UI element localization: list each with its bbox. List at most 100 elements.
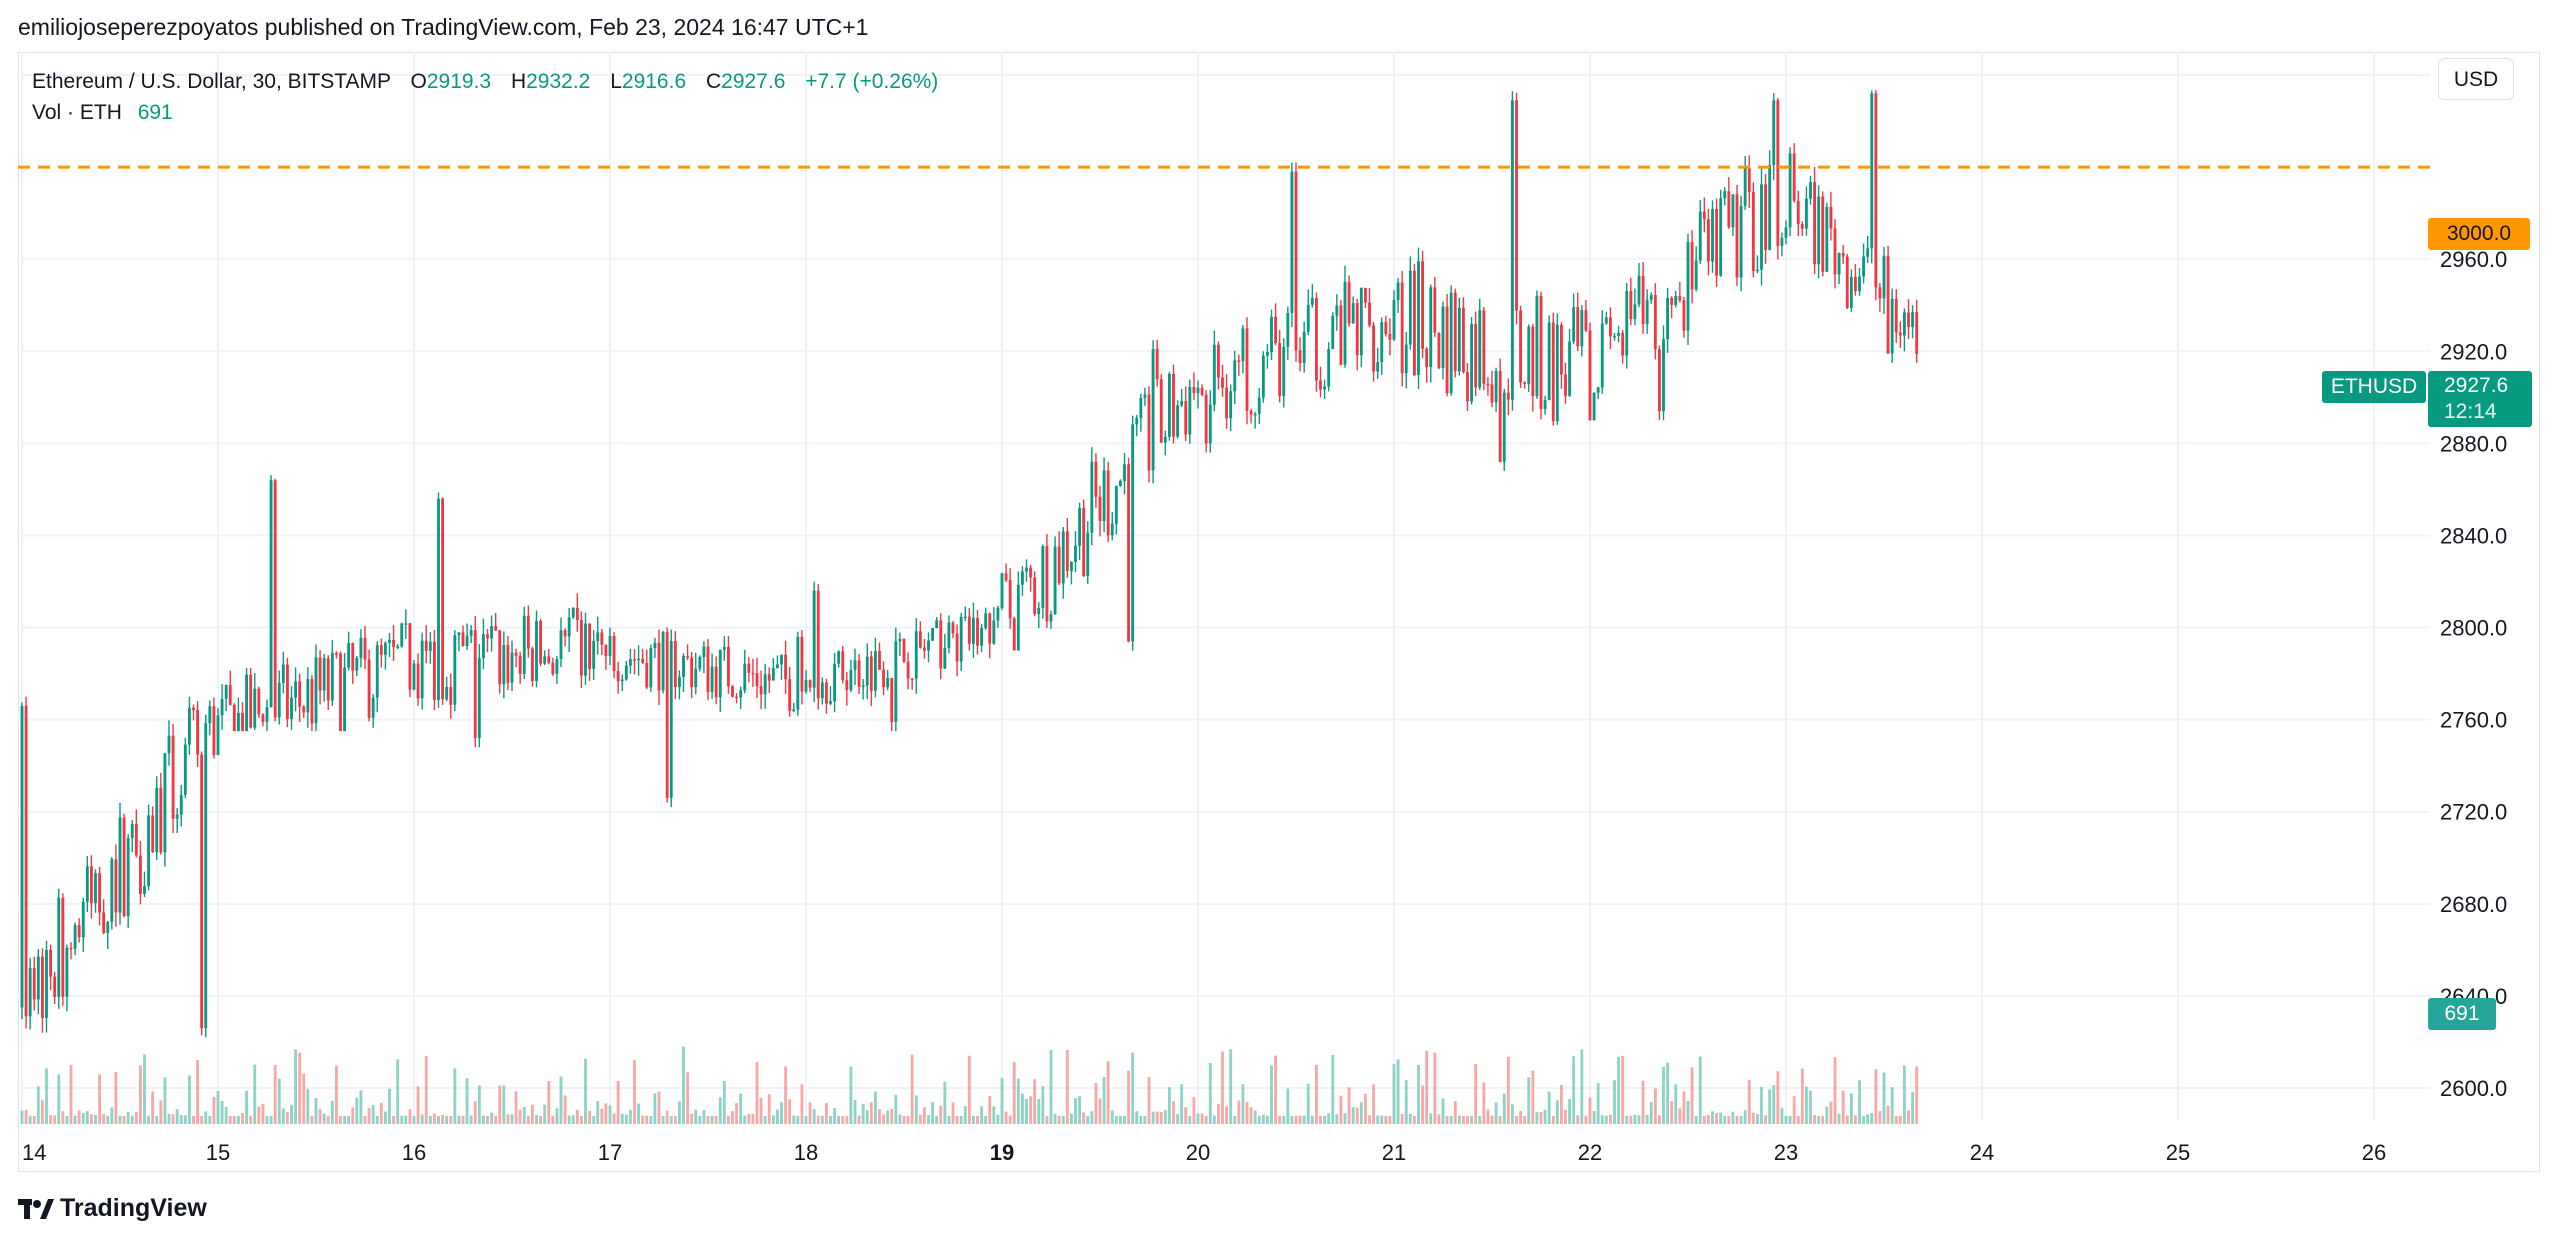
candle-body — [1286, 312, 1290, 347]
volume-bar — [1200, 1113, 1204, 1124]
volume-bar — [682, 1046, 685, 1124]
candle-body — [1559, 324, 1563, 375]
candle-body — [1780, 237, 1784, 246]
currency-button[interactable]: USD — [2438, 58, 2514, 100]
volume-bar — [1041, 1085, 1045, 1124]
candle-body — [1633, 304, 1637, 320]
candle-body — [939, 620, 943, 669]
x-tick-label: 22 — [1578, 1140, 1602, 1165]
volume-bar — [1347, 1087, 1351, 1124]
candle-body — [571, 607, 575, 618]
volume-bar — [1425, 1050, 1429, 1124]
volume-bar — [1866, 1114, 1870, 1124]
volume-bar — [1457, 1115, 1461, 1124]
candle-body — [1535, 295, 1539, 397]
volume-bar — [57, 1074, 61, 1124]
candle-body — [1747, 167, 1751, 193]
candle-body — [1069, 561, 1073, 572]
candle-body — [1739, 205, 1743, 278]
candle-body — [408, 623, 412, 690]
volume-bar — [1755, 1114, 1759, 1124]
high-value: 2932.2 — [526, 70, 591, 93]
volume-bar — [771, 1115, 775, 1124]
volume-bar — [249, 1115, 253, 1124]
volume-bar — [269, 1116, 273, 1124]
volume-bar — [1747, 1079, 1751, 1124]
volume-bar — [1274, 1055, 1278, 1124]
candle-body — [1429, 287, 1433, 367]
candle-body — [1776, 100, 1780, 246]
volume-bar — [592, 1115, 596, 1124]
volume-bar — [445, 1115, 449, 1124]
volume-bar — [1380, 1115, 1384, 1124]
candle-body — [1461, 307, 1465, 373]
candle-body — [1253, 413, 1257, 416]
volume-bar — [596, 1101, 600, 1124]
symbol-label[interactable]: Ethereum / U.S. Dollar, 30, BITSTAMP — [32, 70, 391, 93]
candle-body — [1074, 545, 1077, 562]
volume-bar — [147, 1115, 151, 1124]
alert-price-badge[interactable]: 3000.0 — [2428, 218, 2530, 250]
volume-bar — [833, 1108, 837, 1124]
candle-body — [36, 956, 40, 1000]
volume-bar — [886, 1110, 890, 1124]
x-tick-label: 17 — [598, 1140, 622, 1165]
candle-body — [1437, 332, 1441, 369]
candle-body — [306, 679, 310, 713]
candle-body — [163, 753, 167, 853]
volume-bar — [1453, 1101, 1457, 1124]
candle-body — [371, 697, 375, 718]
candle-body — [1833, 228, 1837, 275]
volume-bar — [518, 1109, 522, 1124]
candle-body — [294, 681, 298, 698]
volume-bar — [1331, 1055, 1335, 1124]
candle-body — [1727, 191, 1731, 228]
volume-bar — [1204, 1115, 1208, 1124]
candle-body — [1098, 496, 1102, 522]
y-tick-label: 2960.0 — [2440, 247, 2507, 272]
candle-body — [1641, 275, 1645, 324]
tradingview-logo-icon — [18, 1198, 54, 1219]
candle-body — [1445, 306, 1449, 394]
candle-body — [1809, 182, 1812, 199]
candle-body — [310, 679, 314, 724]
volume-bar — [804, 1115, 808, 1124]
candle-body — [85, 866, 89, 902]
open-value: 2919.3 — [426, 70, 492, 93]
candle-body — [1372, 325, 1376, 372]
candle-body — [959, 616, 963, 662]
candle-body — [1237, 360, 1241, 362]
volume-bar — [1817, 1115, 1821, 1124]
symbol-tag-badge: ETHUSD — [2322, 371, 2426, 403]
tradingview-logo[interactable]: TradingView — [18, 1194, 207, 1223]
volume-bar — [996, 1114, 1000, 1124]
candle-body — [477, 658, 481, 739]
candle-body — [179, 794, 183, 815]
volume-bar — [159, 1100, 163, 1124]
volume-bar — [110, 1107, 114, 1124]
candle-body — [1388, 333, 1392, 340]
volume-bar — [1225, 1106, 1229, 1124]
chart-frame — [18, 52, 2540, 1172]
candle-body — [775, 664, 779, 669]
volume-bar — [857, 1115, 861, 1124]
candle-body — [1106, 470, 1110, 536]
volume-bar — [1110, 1110, 1114, 1124]
volume-bar — [40, 1100, 44, 1124]
volume-bar — [1837, 1113, 1841, 1124]
candle-body — [383, 642, 387, 655]
volume-bars — [20, 1046, 1919, 1124]
candle-body — [441, 498, 445, 700]
volume-bar — [432, 1113, 436, 1124]
candle-body — [873, 651, 877, 691]
candle-body — [138, 855, 142, 895]
volume-bar — [1000, 1077, 1004, 1124]
candle-body — [1314, 298, 1318, 381]
candle-body — [1890, 298, 1894, 354]
candle-body — [1604, 317, 1608, 324]
volume-bar — [1898, 1115, 1902, 1124]
candle-body — [1335, 305, 1339, 316]
volume-bar — [1682, 1091, 1686, 1124]
volume-bar — [1527, 1077, 1531, 1124]
